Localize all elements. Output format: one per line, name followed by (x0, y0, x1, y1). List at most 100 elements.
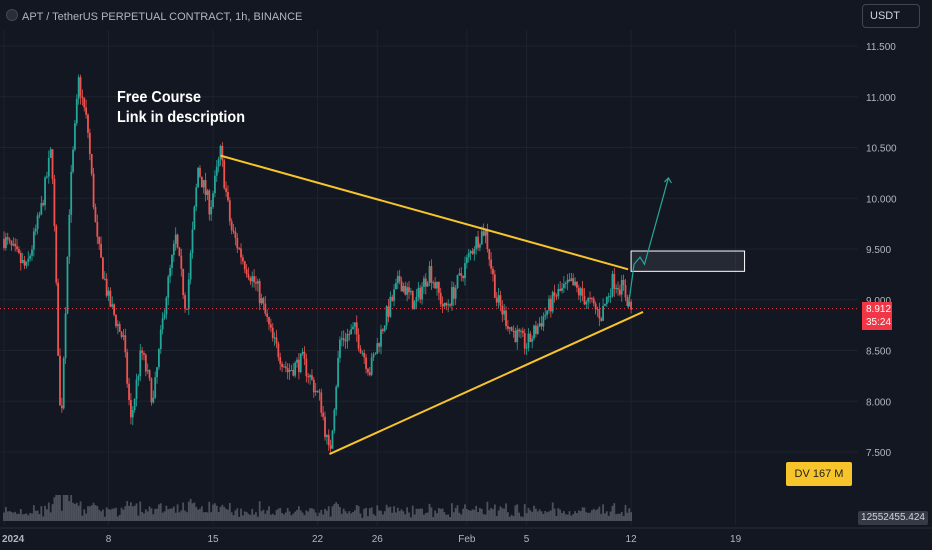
candle-body (462, 275, 465, 279)
candle-body (189, 252, 192, 280)
candle-body (296, 359, 298, 363)
volume-bar (299, 510, 302, 521)
candle-body (518, 329, 521, 332)
volume-bar (286, 507, 289, 521)
volume-bar (583, 507, 586, 521)
candle-body (508, 327, 511, 329)
candle-body (307, 376, 310, 378)
volume-bar (253, 514, 255, 521)
candle-body (258, 281, 261, 304)
candle-body (499, 295, 502, 306)
volume-bar (480, 509, 483, 521)
candle-body (389, 296, 392, 317)
candle-body (102, 257, 104, 279)
volume-bar (553, 508, 556, 521)
volume-bar (219, 506, 222, 521)
volume-bar (96, 506, 99, 521)
candle-body (204, 180, 207, 195)
candle-body (525, 347, 528, 349)
candle-body (531, 338, 534, 342)
candle-body (208, 190, 211, 215)
candle-body (40, 203, 43, 215)
volume-bar (135, 503, 138, 521)
candle-body (624, 285, 627, 298)
candle-body (275, 337, 278, 344)
candle-body (596, 308, 599, 310)
volume-bar (492, 509, 494, 521)
candle-body (432, 282, 435, 284)
time-tick-label: 12 (626, 534, 638, 545)
candle-body (566, 279, 569, 283)
candle-body (38, 214, 41, 216)
volume-bar (47, 502, 50, 521)
volume-bar (361, 517, 364, 521)
volume-bar (141, 511, 144, 521)
volume-bar (613, 503, 616, 521)
volume-bar (488, 510, 491, 521)
volume-bar (497, 510, 500, 521)
volume-bar (262, 509, 265, 521)
volume-bar (68, 501, 71, 521)
currency-button[interactable]: USDT (862, 4, 920, 28)
candle-body (449, 304, 451, 306)
volume-bar (531, 511, 534, 521)
candle-body (59, 355, 61, 406)
volume-bar (159, 503, 162, 521)
volume-bar (228, 502, 231, 521)
candle-body (4, 237, 7, 248)
volume-bar (467, 510, 470, 521)
volume-bar (353, 510, 356, 521)
volume-bar (473, 509, 476, 521)
symbol-title-text: APT / TetherUS PERPETUAL CONTRACT, 1h, B… (22, 11, 303, 23)
volume-bar (79, 501, 82, 521)
volume-bar (195, 506, 198, 521)
volume-bar (31, 513, 33, 521)
candle-body (107, 290, 110, 296)
volume-bar (241, 515, 244, 521)
candle-body (512, 330, 515, 332)
candle-body (553, 292, 556, 296)
candle-body (490, 259, 493, 269)
volume-bar (137, 515, 140, 521)
volume-bar (98, 509, 101, 521)
volume-bar (452, 512, 455, 521)
candle-body (128, 383, 130, 401)
candle-body (124, 335, 127, 353)
candle-body (465, 257, 468, 264)
candle-body (324, 416, 326, 438)
volume-bar (594, 510, 597, 521)
candle-body (311, 375, 313, 380)
volume-bar (443, 512, 446, 521)
candle-body (279, 357, 282, 364)
candle-body (72, 149, 74, 172)
candle-body (615, 287, 618, 289)
volume-bar (236, 508, 239, 521)
candle-body (247, 274, 250, 278)
chart-grid (0, 30, 858, 525)
volume-bar (445, 514, 448, 521)
last-price-value: 8.912 (866, 304, 892, 315)
candle-body (385, 306, 388, 326)
volume-bar (486, 501, 489, 521)
projection-path (627, 177, 669, 308)
volume-bar (406, 507, 409, 521)
candle-body (437, 281, 440, 293)
candle-body (568, 279, 571, 282)
symbol-title[interactable]: APT / TetherUS PERPETUAL CONTRACT, 1h, B… (6, 9, 302, 23)
candle-body (8, 239, 11, 241)
candle-body (630, 301, 632, 310)
candle-body (85, 107, 88, 115)
volume-bar (113, 508, 116, 521)
candle-body (322, 412, 325, 417)
candle-body (325, 434, 328, 438)
volume-bar (312, 509, 315, 521)
volume-bar (589, 512, 591, 521)
volume-bar (294, 511, 297, 521)
volume-bar (187, 501, 190, 521)
candle-body (510, 327, 513, 331)
volume-bar (424, 512, 427, 521)
volume-bar (72, 502, 74, 521)
candle-body (133, 398, 136, 410)
volume-bar (436, 513, 438, 521)
